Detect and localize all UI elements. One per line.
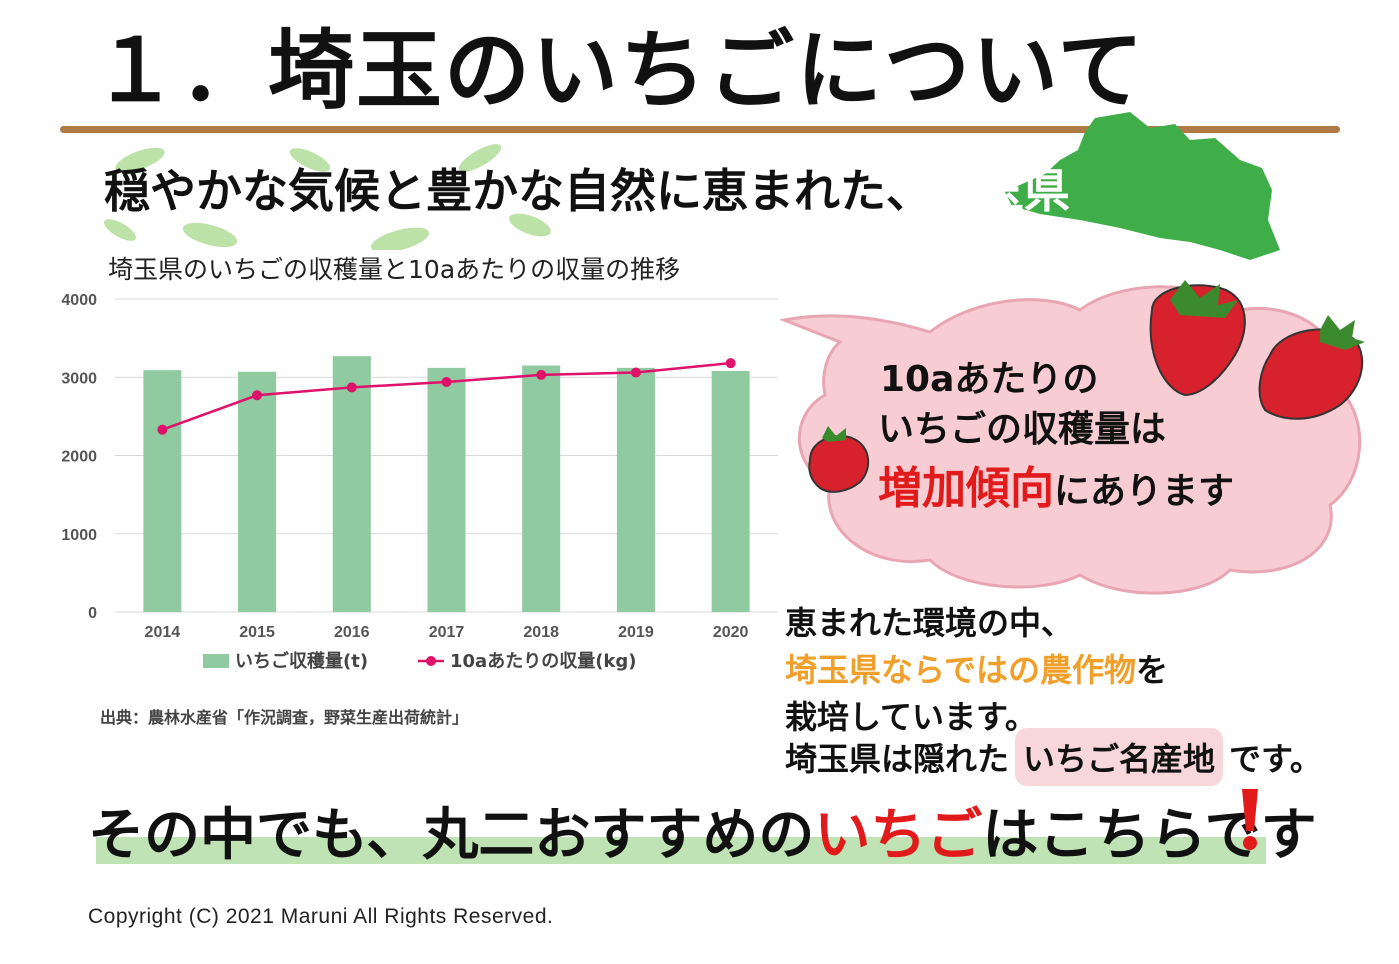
copyright: Copyright (C) 2021 Maruni All Rights Res…: [88, 905, 554, 928]
line-point: [346, 382, 357, 393]
banner-text: その中でも、丸二おすすめのいちごはこちらです: [88, 790, 1317, 871]
x-tick-label: 2014: [145, 624, 181, 641]
y-tick-label: 2000: [61, 449, 97, 466]
body-tag: いちご名産地: [1015, 728, 1224, 786]
bubble-line-2: いちごの収穫量は: [878, 409, 1167, 450]
strawberry-icon: [1258, 315, 1365, 420]
body-line-3: 栽培しています。: [785, 698, 1037, 736]
x-tick-label: 2020: [713, 624, 749, 641]
legend-label: 10aあたりの収量(kg): [450, 650, 637, 672]
exclamation-icon: [1242, 789, 1258, 850]
x-tick-label: 2015: [239, 624, 275, 641]
line-point: [157, 424, 168, 435]
body-line-4-pre: 埼玉県は隠れた: [785, 740, 1010, 778]
page-title: １．埼玉のいちごについて: [92, 21, 1146, 121]
leaves-decoration: [104, 144, 551, 250]
strawberry-icon: [808, 426, 870, 493]
legend-swatch-bar: [203, 654, 229, 668]
y-tick-label: 4000: [61, 292, 97, 309]
y-tick-label: 3000: [61, 370, 97, 387]
banner-pre: その中でも、丸二おすすめの: [88, 803, 815, 868]
legend-swatch-point: [426, 656, 436, 666]
line-point: [536, 369, 547, 380]
banner-highlight: いちご: [814, 803, 983, 868]
banner-highlight-bar: [96, 837, 1266, 864]
chart-legend: いちご収穫量(t) 10aあたりの収量(kg): [203, 650, 637, 672]
subtitle-text: 穏やかな気候と豊かな自然に恵まれた、: [104, 164, 932, 218]
line-point: [252, 390, 263, 401]
chart-bars: [143, 356, 750, 612]
bar: [522, 365, 561, 612]
bar: [143, 370, 182, 612]
line-point: [441, 376, 452, 387]
bubble-line-1: 10aあたりの: [880, 359, 1099, 400]
body-line-2-rest: を: [1136, 651, 1169, 689]
body-line-2: 埼玉県ならではの農作物を: [785, 645, 1168, 691]
bubble-line-3: 増加傾向にあります: [878, 452, 1234, 516]
legend-label: いちご収穫量(t): [235, 650, 368, 672]
speech-bubble: [780, 280, 1365, 595]
bar: [427, 367, 466, 612]
strawberry-icon: [1149, 280, 1246, 397]
x-tick-label: 2017: [429, 624, 465, 641]
chart-source: 出典：農林水産省「作況調査，野菜生産出荷統計」: [100, 708, 469, 727]
y-tick-label: 0: [88, 605, 97, 622]
x-tick-label: 2016: [334, 624, 370, 641]
line-point: [725, 358, 736, 369]
bar: [711, 370, 750, 612]
chart-x-ticks: 2014 2015 2016 2017 2018 2019 2020: [145, 624, 749, 641]
body-line-1: 恵まれた環境の中、: [785, 604, 1074, 642]
chart-title: 埼玉県のいちごの収穫量と10aあたりの収量の推移: [108, 255, 681, 284]
body-highlight: 埼玉県ならではの農作物: [785, 651, 1137, 689]
subtitle-prefecture: 埼玉県: [932, 164, 1070, 218]
bubble-line-3-rest: にあります: [1054, 471, 1235, 512]
body-line-4: 埼玉県は隠れた いちご名産地 です。: [785, 728, 1322, 786]
x-tick-label: 2018: [523, 624, 559, 641]
banner-post: はこちらです: [982, 803, 1317, 868]
bar: [238, 371, 277, 612]
bar: [616, 367, 655, 612]
body-line-4-post: です。: [1229, 740, 1322, 778]
line-point: [630, 367, 641, 378]
bar: [332, 356, 371, 612]
y-tick-label: 1000: [61, 527, 97, 544]
x-tick-label: 2019: [618, 624, 654, 641]
saitama-map-icon: [1005, 112, 1280, 260]
title-underline: [60, 126, 1340, 133]
bubble-emphasis: 増加傾向: [878, 463, 1054, 514]
subtitle: 穏やかな気候と豊かな自然に恵まれた、埼玉県: [104, 155, 1070, 221]
chart-line: [157, 358, 736, 435]
chart-y-ticks: 0 1000 2000 3000 4000: [61, 292, 97, 622]
